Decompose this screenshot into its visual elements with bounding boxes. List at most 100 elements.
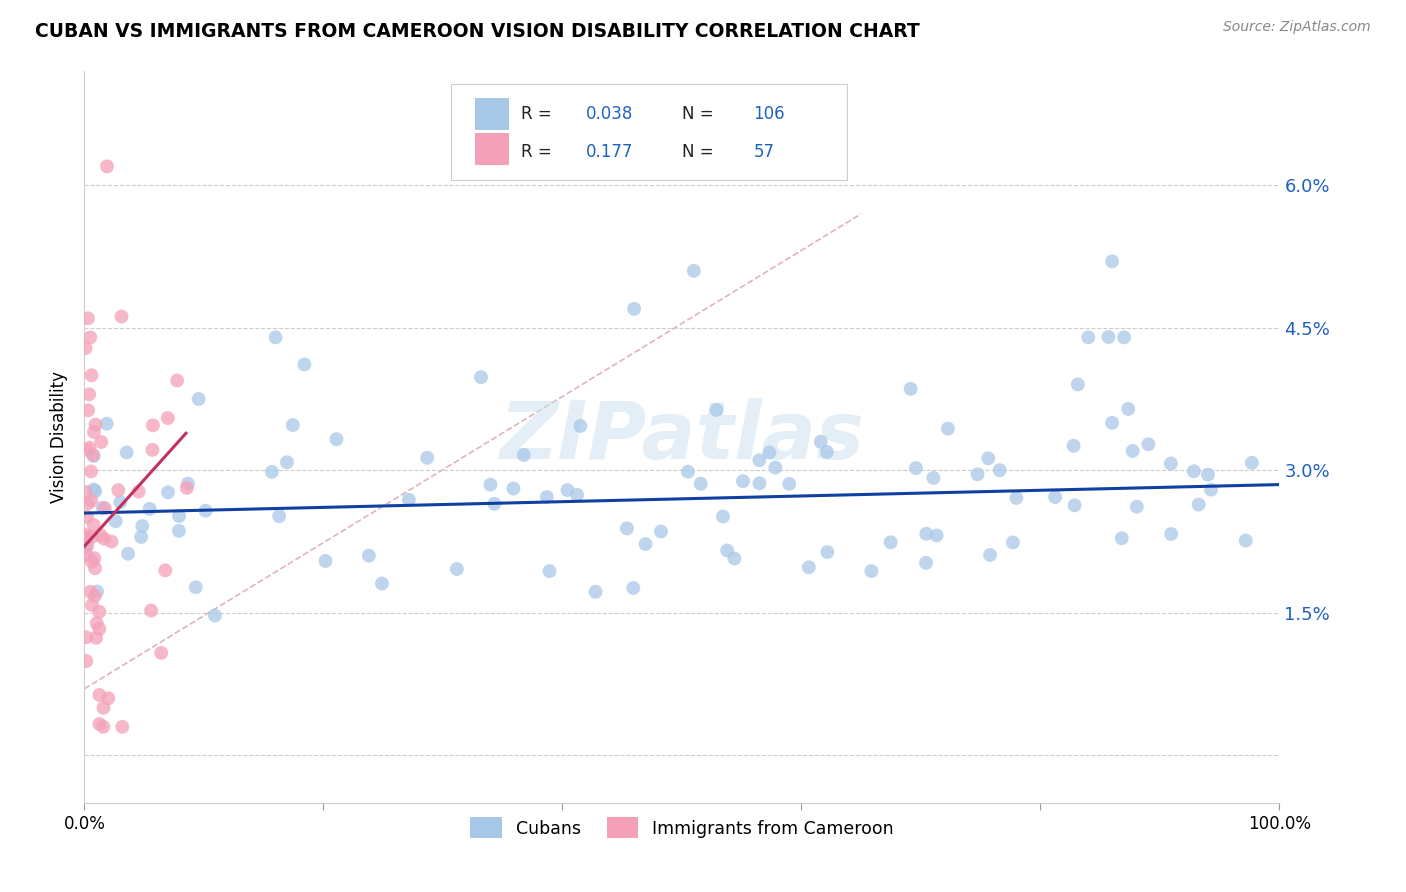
- Point: [138, 501, 160, 516]
- Point: [936, 421, 959, 435]
- Point: [129, 530, 152, 544]
- Point: [90, 528, 112, 542]
- Point: [484, 497, 506, 511]
- Point: [77, 403, 100, 417]
- Point: [276, 455, 298, 469]
- Point: [925, 528, 948, 542]
- Point: [75, 654, 97, 668]
- Point: [83, 425, 105, 439]
- Point: [89, 605, 111, 619]
- Point: [82, 448, 104, 462]
- Point: [80, 368, 103, 383]
- Point: [84, 417, 107, 432]
- Text: 0.038: 0.038: [586, 104, 634, 123]
- Point: [1001, 535, 1024, 549]
- Point: [1182, 464, 1205, 478]
- Point: [83, 551, 105, 566]
- Point: [82, 530, 104, 544]
- Point: [79, 441, 101, 455]
- Point: [1005, 491, 1028, 505]
- Point: [1240, 456, 1263, 470]
- Point: [176, 481, 198, 495]
- Point: [269, 509, 291, 524]
- Point: [167, 524, 190, 538]
- Point: [264, 330, 287, 344]
- Point: [634, 537, 657, 551]
- Point: [446, 562, 468, 576]
- Point: [569, 419, 592, 434]
- Point: [86, 584, 108, 599]
- Point: [758, 445, 780, 459]
- Point: [314, 554, 336, 568]
- Point: [731, 474, 754, 488]
- Point: [260, 465, 283, 479]
- Point: [470, 370, 492, 384]
- Point: [1097, 330, 1119, 344]
- Point: [1043, 490, 1066, 504]
- Point: [557, 483, 579, 497]
- Text: N =: N =: [682, 143, 718, 161]
- Point: [1188, 498, 1211, 512]
- Point: [778, 476, 800, 491]
- Text: N =: N =: [682, 104, 718, 123]
- Point: [915, 526, 938, 541]
- Point: [748, 453, 770, 467]
- Text: 106: 106: [754, 104, 785, 123]
- Point: [187, 392, 209, 406]
- Point: [100, 534, 122, 549]
- Point: [650, 524, 672, 539]
- Point: [513, 448, 536, 462]
- Point: [815, 445, 838, 459]
- Point: [75, 527, 97, 541]
- Point: [80, 555, 103, 569]
- Point: [325, 432, 347, 446]
- Point: [107, 483, 129, 497]
- Point: [922, 471, 945, 485]
- Point: [91, 720, 114, 734]
- Point: [1111, 532, 1133, 546]
- Point: [915, 556, 938, 570]
- Point: [1077, 330, 1099, 344]
- Point: [83, 517, 105, 532]
- Y-axis label: Vision Disability: Vision Disability: [49, 371, 67, 503]
- Point: [89, 688, 111, 702]
- Point: [167, 508, 190, 523]
- Point: [479, 477, 502, 491]
- Point: [89, 622, 111, 636]
- Point: [84, 484, 107, 499]
- Point: [84, 631, 107, 645]
- Point: [797, 560, 820, 574]
- Point: [110, 310, 132, 324]
- Point: [156, 485, 179, 500]
- Point: [93, 532, 115, 546]
- Point: [502, 482, 524, 496]
- Point: [141, 442, 163, 457]
- Point: [977, 451, 1000, 466]
- Point: [711, 509, 734, 524]
- Point: [616, 521, 638, 535]
- Point: [75, 485, 97, 500]
- Point: [77, 496, 100, 510]
- Point: [155, 563, 177, 577]
- Point: [156, 411, 179, 425]
- Text: ZIPatlas: ZIPatlas: [499, 398, 865, 476]
- Point: [86, 616, 108, 631]
- Point: [1101, 416, 1123, 430]
- Point: [166, 374, 188, 388]
- Point: [966, 467, 988, 482]
- Point: [83, 483, 105, 497]
- Point: [371, 576, 394, 591]
- Point: [716, 543, 738, 558]
- Point: [97, 691, 120, 706]
- Text: R =: R =: [520, 104, 557, 123]
- Point: [689, 476, 711, 491]
- Point: [621, 581, 644, 595]
- Point: [84, 561, 107, 575]
- Point: [706, 403, 728, 417]
- Legend: Cubans, Immigrants from Cameroon: Cubans, Immigrants from Cameroon: [464, 810, 900, 846]
- Point: [585, 584, 607, 599]
- Point: [879, 535, 901, 549]
- Text: CUBAN VS IMMIGRANTS FROM CAMEROON VISION DISABILITY CORRELATION CHART: CUBAN VS IMMIGRANTS FROM CAMEROON VISION…: [35, 22, 920, 41]
- Point: [75, 630, 97, 644]
- Point: [89, 717, 111, 731]
